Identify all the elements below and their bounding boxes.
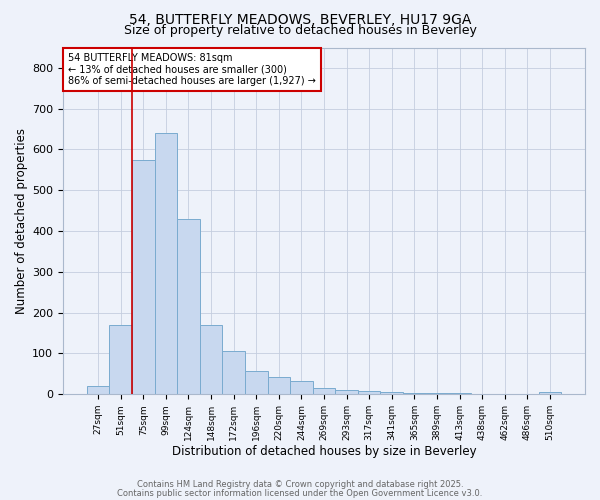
Y-axis label: Number of detached properties: Number of detached properties [15, 128, 28, 314]
Text: 54 BUTTERFLY MEADOWS: 81sqm
← 13% of detached houses are smaller (300)
86% of se: 54 BUTTERFLY MEADOWS: 81sqm ← 13% of det… [68, 52, 316, 86]
Text: Contains public sector information licensed under the Open Government Licence v3: Contains public sector information licen… [118, 488, 482, 498]
Bar [109, 325, 132, 394]
Bar [425, 393, 448, 394]
Bar [380, 392, 403, 394]
Bar [245, 371, 268, 394]
Text: Size of property relative to detached houses in Beverley: Size of property relative to detached ho… [124, 24, 476, 37]
Bar [87, 386, 109, 394]
Bar [155, 133, 177, 394]
Text: 54, BUTTERFLY MEADOWS, BEVERLEY, HU17 9GA: 54, BUTTERFLY MEADOWS, BEVERLEY, HU17 9G… [129, 12, 471, 26]
Bar [403, 392, 425, 394]
Bar [200, 325, 223, 394]
Bar [539, 392, 561, 394]
Bar [313, 388, 335, 394]
Bar [290, 381, 313, 394]
Text: Contains HM Land Registry data © Crown copyright and database right 2025.: Contains HM Land Registry data © Crown c… [137, 480, 463, 489]
Bar [223, 352, 245, 394]
Bar [358, 391, 380, 394]
Bar [177, 219, 200, 394]
Bar [335, 390, 358, 394]
Bar [268, 377, 290, 394]
X-axis label: Distribution of detached houses by size in Beverley: Distribution of detached houses by size … [172, 444, 476, 458]
Bar [132, 160, 155, 394]
